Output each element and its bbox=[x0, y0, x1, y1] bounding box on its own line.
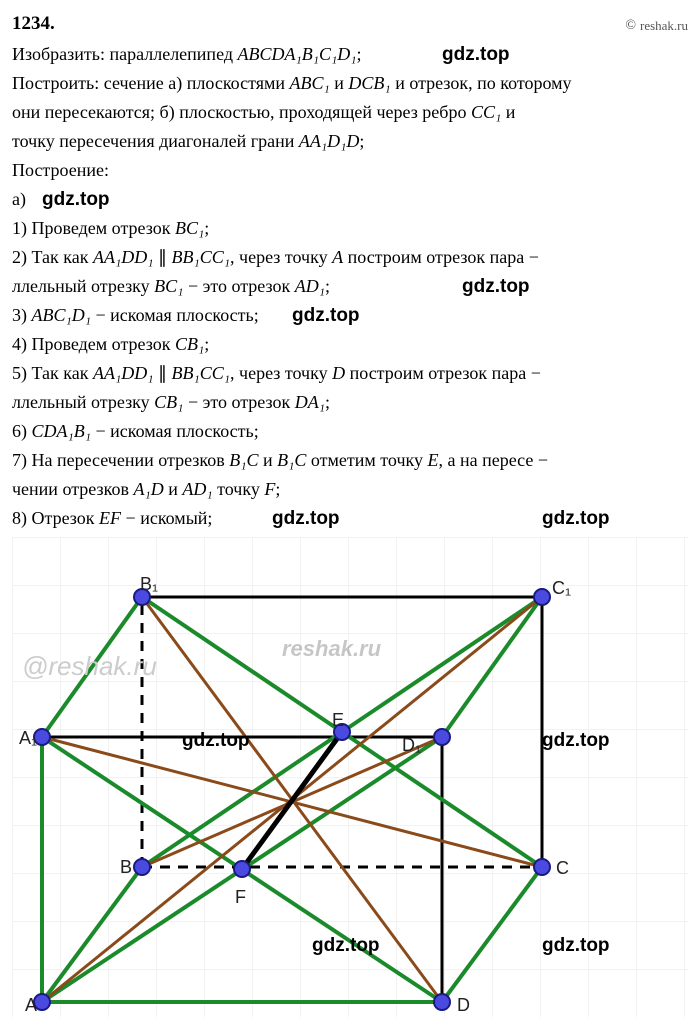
step-7a: 7) На пересечении отрезков B₁C и B₁C отм… bbox=[12, 447, 688, 474]
watermark: gdz.top bbox=[42, 186, 110, 215]
line-build2: они пересекаются; б) плоскостью, проходя… bbox=[12, 99, 688, 126]
vertex-label-A1: A₁ bbox=[19, 725, 37, 752]
watermark: gdz.top bbox=[442, 41, 510, 70]
diagram-container: reshak.ru @reshak.ru gdz.top gdz.top gdz… bbox=[12, 537, 688, 1017]
source-label: © reshak.ru bbox=[625, 15, 688, 36]
step-7b: чении отрезков A₁D и AD₁ точку F; bbox=[12, 476, 688, 503]
watermark: gdz.top bbox=[542, 505, 610, 534]
parallelepiped-diagram bbox=[12, 537, 688, 1017]
line-build3: точку пересечения диагоналей грани AA₁D₁… bbox=[12, 128, 688, 155]
watermark: gdz.top bbox=[292, 302, 360, 331]
vertex-label-C: C bbox=[556, 855, 569, 882]
vertex-label-F: F bbox=[235, 884, 246, 911]
vertex-label-E: E bbox=[332, 707, 344, 734]
vertex-label-B1: B₁ bbox=[140, 571, 158, 598]
line-depict: Изобразить: параллелепипед ABCDA₁B₁C₁D₁;… bbox=[12, 41, 688, 68]
step-8: 8) Отрезок EF − искомый; gdz.top gdz.top bbox=[12, 505, 688, 532]
line-build1: Построить: сечение а) плоскостями ABC₁ и… bbox=[12, 70, 688, 97]
watermark: gdz.top bbox=[272, 505, 340, 534]
step-5a: 5) Так как AA₁DD₁ ∥ BB₁CC₁, через точку … bbox=[12, 360, 688, 387]
copyright-icon: © bbox=[625, 15, 636, 36]
vertex-label-D1: D₁ bbox=[402, 732, 421, 759]
watermark-reshak-at: @reshak.ru bbox=[22, 647, 157, 686]
line-a: а) gdz.top bbox=[12, 186, 688, 213]
line-constr: Построение: bbox=[12, 157, 688, 184]
vertex-label-B: B bbox=[120, 854, 132, 881]
step-4: 4) Проведем отрезок CB₁; bbox=[12, 331, 688, 358]
step-3: 3) ABC₁D₁ − искомая плоскость; gdz.top bbox=[12, 302, 688, 329]
step-5b: ллельный отрезку CB₁ − это отрезок DA₁; bbox=[12, 389, 688, 416]
problem-number: 1234. bbox=[12, 10, 55, 39]
vertex-label-C1: C₁ bbox=[552, 575, 571, 602]
step-2b: ллельный отрезку BC₁ − это отрезок AD₁; … bbox=[12, 273, 688, 300]
source-text: reshak.ru bbox=[640, 16, 688, 36]
watermark: gdz.top bbox=[462, 273, 530, 302]
step-2a: 2) Так как AA₁DD₁ ∥ BB₁CC₁, через точку … bbox=[12, 244, 688, 271]
step-1: 1) Проведем отрезок BC₁; bbox=[12, 215, 688, 242]
step-6: 6) CDA₁B₁ − искомая плоскость; bbox=[12, 418, 688, 445]
